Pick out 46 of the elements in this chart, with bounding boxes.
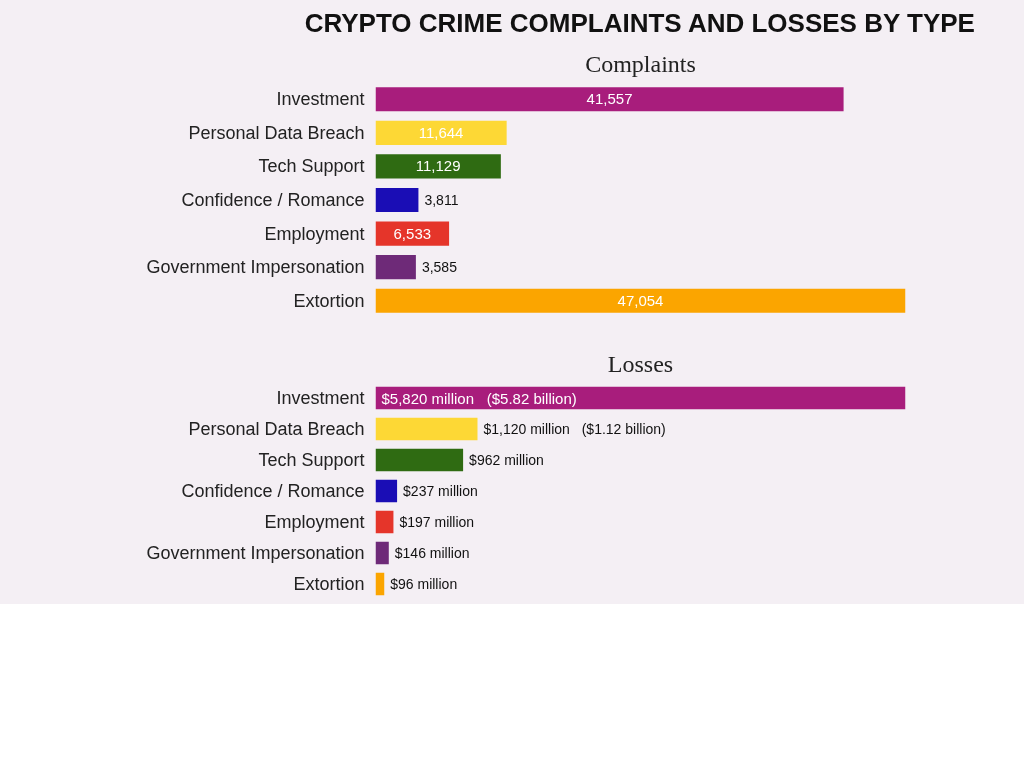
annotation: ($5.82 billion) [486,389,577,407]
chart-title: Losses [607,350,674,377]
y-tick-label: Investment [276,388,365,408]
y-tick-label: Confidence / Romance [181,481,365,501]
bar [375,120,507,145]
y-tick-label: Personal Data Breach [188,122,365,143]
y-tick-label: Government Impersonation [146,543,365,563]
data-label: $962 million [469,452,544,468]
data-label: 47,054 [617,291,664,309]
data-label: $146 million [394,545,470,561]
y-tick-label: Personal Data Breach [188,419,365,439]
chart-title: CRYPTO CRIME COMPLAINTS AND LOSSES BY TYPE [304,7,975,38]
bar [375,417,478,441]
data-label: 3,585 [421,259,458,276]
bar [375,510,394,534]
bar [375,187,419,213]
y-tick-label: Employment [264,512,365,532]
data-label: $237 million [403,483,478,499]
bar [375,154,501,179]
bar [375,221,450,246]
data-label: $1,120 million [483,421,570,437]
data-label: $96 million [390,576,458,592]
data-label: $197 million [399,514,475,530]
data-label: $5,820 million [381,389,475,407]
data-label: 6,533 [393,224,432,242]
data-label: 41,557 [586,90,633,108]
y-tick-label: Government Impersonation [146,257,365,278]
data-label: 11,129 [415,157,461,175]
y-tick-label: Tech Support [258,450,365,470]
chart-subtitle: Complaints [585,50,696,77]
bar [375,87,844,112]
data-label: 11,644 [418,123,464,141]
bar [375,572,385,596]
annotation: ($1.12 billion) [581,421,666,437]
y-tick-label: Extortion [293,290,365,311]
bar [375,541,389,565]
bar [375,255,416,280]
data-label: 3,811 [424,192,459,208]
bar [375,479,398,503]
y-tick-label: Employment [264,223,365,244]
bar [375,288,906,313]
bar [375,448,464,472]
y-tick-label: Tech Support [258,156,365,177]
y-tick-label: Investment [276,89,365,110]
y-tick-label: Extortion [293,574,365,594]
y-tick-label: Confidence / Romance [181,190,365,210]
